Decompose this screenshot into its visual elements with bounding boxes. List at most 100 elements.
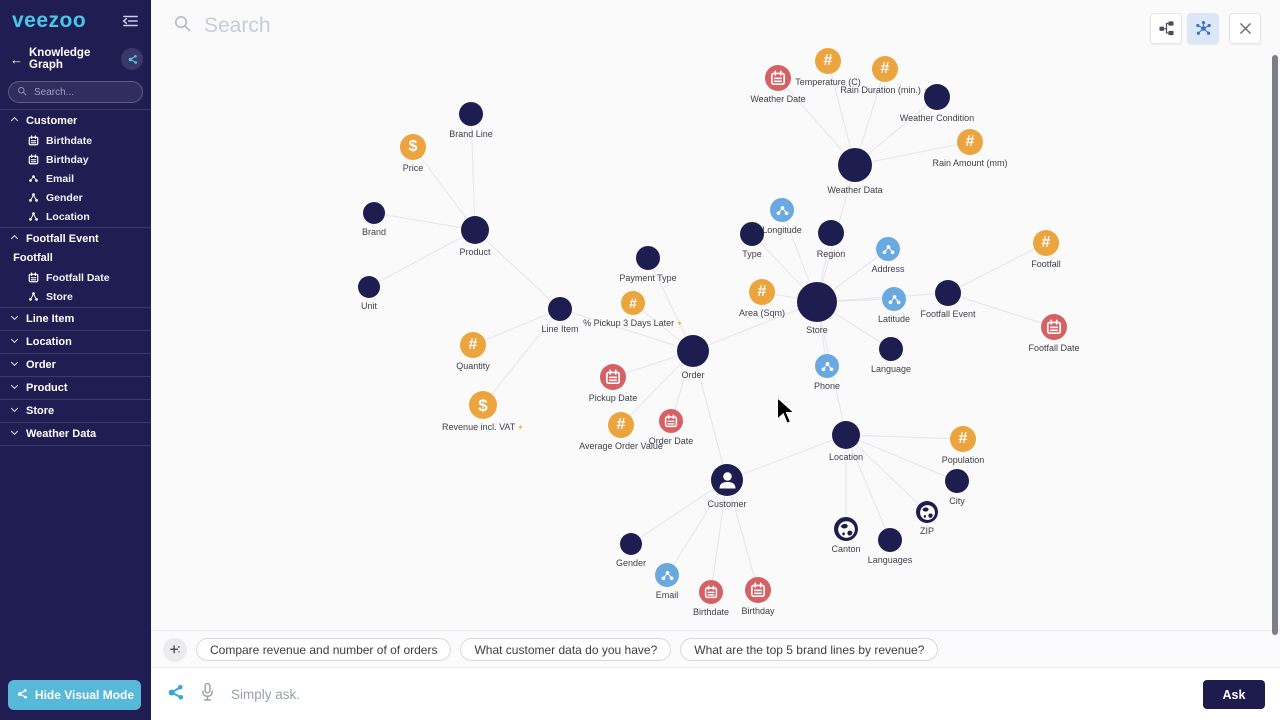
hierarchy-icon [28,292,38,301]
graph-node-footfall_date[interactable] [1041,314,1067,340]
graph-node-zip[interactable] [916,501,938,523]
calendar-icon [28,272,38,283]
sidebar-item-email[interactable]: Email [0,169,151,188]
top-search-input[interactable] [202,13,806,39]
network-view-button[interactable] [1187,13,1219,44]
microphone-icon[interactable] [200,682,215,708]
graph-node-email[interactable] [655,563,679,587]
graph-node-order[interactable] [677,335,709,367]
graph-node-price[interactable]: $ [400,134,426,160]
sidebar-item-location[interactable]: Location [0,207,151,226]
sidebar-section-order[interactable]: Order [0,355,151,375]
vertical-scrollbar[interactable] [1272,55,1278,635]
graph-node-label: Birthday [741,606,775,616]
sidebar-item-birthdate[interactable]: Birthdate [0,131,151,150]
sidebar-section-product[interactable]: Product [0,378,151,398]
graph-node-temperature[interactable]: # [815,48,841,74]
graph-edges [368,60,1055,593]
hierarchy-icon [28,212,38,221]
suggestion-chip[interactable]: Compare revenue and number of of orders [196,638,452,661]
graph-node-canton[interactable] [834,517,858,541]
graph-node-payment_type[interactable] [636,246,660,270]
graph-node-phone[interactable] [815,354,839,378]
close-button[interactable] [1229,13,1261,44]
sidebar-item-gender[interactable]: Gender [0,188,151,207]
graph-node-order_date[interactable] [659,409,683,433]
graph-node-brand_line[interactable] [459,102,483,126]
sidebar-search[interactable] [8,81,143,103]
graph-node-weather_date[interactable] [765,65,791,91]
sidebar-item-birthday[interactable]: Birthday [0,150,151,169]
sidebar-section-store[interactable]: Store [0,401,151,421]
calendar-icon [27,135,39,146]
graph-node-language[interactable] [879,337,903,361]
knowledge-graph-icon[interactable] [121,48,143,70]
sidebar-collapse-icon[interactable] [122,14,139,28]
top-search[interactable] [173,13,873,39]
sidebar-section-customer[interactable]: Customer [0,111,151,131]
graph-node-avg_order_value[interactable]: # [608,412,634,438]
graph-node-weather_condition[interactable] [924,84,950,110]
graph-node-pickup_3days[interactable]: # [621,291,645,315]
graph-node-region[interactable] [818,220,844,246]
hash-icon: # [823,52,833,69]
graph-node-revenue_vat[interactable]: $ [469,391,497,419]
graph-node-area_sqm[interactable]: # [749,279,775,305]
graph-node-birthday[interactable] [745,577,771,603]
ask-button[interactable]: Ask [1203,680,1265,709]
molecule-icon [661,570,673,580]
suggestions-sparkle-button[interactable] [163,637,187,662]
graph-node-latitude[interactable] [882,287,906,311]
sidebar-section-location[interactable]: Location [0,332,151,352]
graph-node-weather_data[interactable] [838,148,872,182]
sidebar-item-footfall-date[interactable]: Footfall Date [0,268,151,287]
hide-visual-mode-button[interactable]: Hide Visual Mode [8,680,141,710]
graph-node-store[interactable] [797,282,837,322]
graph-node-location[interactable] [832,421,860,449]
graph-node-unit[interactable] [358,276,380,298]
graph-node-type[interactable] [740,222,764,246]
chevron-down-icon [10,313,19,325]
graph-node-product[interactable] [461,216,489,244]
graph-node-label: Birthdate [692,607,730,617]
graph-node-city[interactable] [945,469,969,493]
sidebar-item-footfall[interactable]: Footfall [0,249,151,268]
graph-node-label: Customer [707,499,747,509]
graph-node-gender[interactable] [620,533,642,555]
graph-node-rain_duration[interactable]: # [872,56,898,82]
graph-node-rain_amount[interactable]: # [957,129,983,155]
graph-node-brand[interactable] [363,202,385,224]
graph-node-pickup_date[interactable] [600,364,626,390]
hash-icon: # [1041,234,1051,251]
graph-node-label: Region [816,249,846,259]
graph-node-footfall[interactable]: # [1033,230,1059,256]
ask-input[interactable] [229,686,1189,703]
sidebar-section-line-item[interactable]: Line Item [0,309,151,329]
graph-node-population[interactable]: # [950,426,976,452]
sidebar-item-label: Birthdate [46,134,93,147]
graph-node-longitude[interactable] [770,198,794,222]
graph-node-address[interactable] [876,237,900,261]
graph-node-label: Footfall Date [1028,343,1080,353]
sidebar-item-store[interactable]: Store [0,287,151,306]
calendar-icon [770,70,786,86]
sidebar-search-input[interactable] [32,85,134,99]
knowledge-graph-canvas[interactable]: Weather Date # Temperature (C) # Rain Durati… [151,0,1280,630]
graph-node-birthdate[interactable] [699,580,723,604]
new-flag-icon: ✦ [676,319,683,328]
sidebar-section-footfall-event[interactable]: Footfall Event [0,229,151,249]
hierarchy-view-button[interactable] [1150,13,1182,44]
graph-node-languages[interactable] [878,528,902,552]
suggestion-chip[interactable]: What customer data do you have? [460,638,672,661]
hash-icon: # [958,430,968,447]
graph-node-quantity[interactable]: # [460,332,486,358]
graph-node-customer[interactable] [711,464,743,496]
back-arrow-icon[interactable]: ← [10,51,23,67]
chevron-down-icon [10,359,19,371]
graph-node-footfall_event[interactable] [935,280,961,306]
calendar-icon [28,135,38,146]
sidebar-section-weather-data[interactable]: Weather Data [0,424,151,444]
suggestion-chip[interactable]: What are the top 5 brand lines by revenu… [680,638,939,661]
graph-node-line_item[interactable] [548,297,572,321]
